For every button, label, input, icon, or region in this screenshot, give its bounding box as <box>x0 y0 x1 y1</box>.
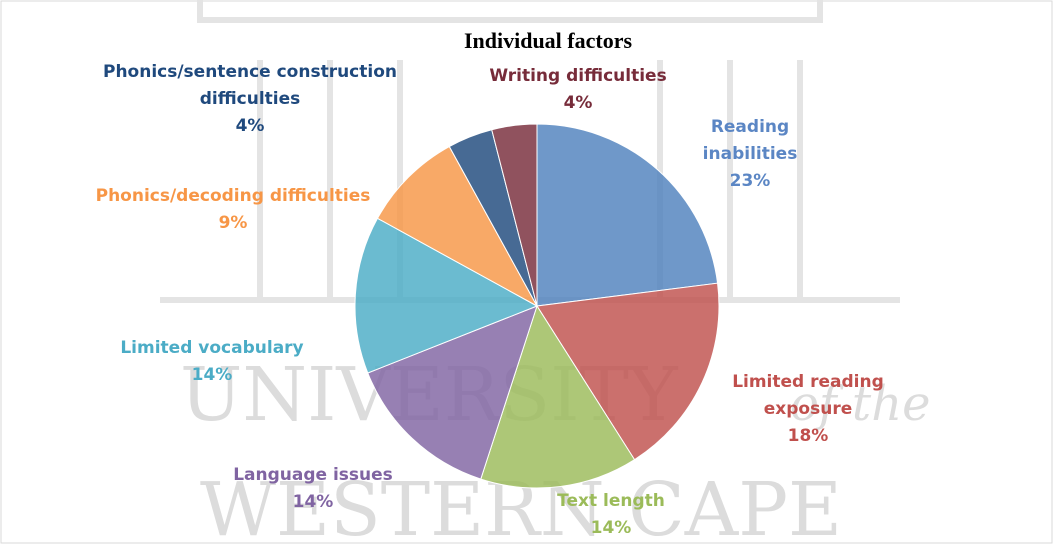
category-label: Phonics/sentence construction difficulti… <box>102 62 397 109</box>
slice-label: Language issues 14% <box>228 462 398 516</box>
value-label: 14% <box>292 492 334 512</box>
slice-label: Phonics/sentence construction difficulti… <box>70 59 430 140</box>
value-label: 18% <box>787 426 829 446</box>
value-label: 23% <box>729 171 771 191</box>
pie-slice <box>480 304 636 489</box>
category-label: Limited reading exposure <box>732 372 884 419</box>
slice-label: Limited reading exposure 18% <box>713 369 903 450</box>
pie-slice <box>376 145 539 308</box>
category-label: Text length <box>557 491 665 511</box>
pie-slice <box>491 123 538 307</box>
slice-label: Text length 14% <box>541 488 681 542</box>
category-label: Language issues <box>233 465 393 485</box>
value-label: 4% <box>235 116 265 136</box>
category-label: Limited vocabulary <box>120 338 304 358</box>
watermark-text: of the <box>790 376 931 432</box>
category-label: Reading inabilities <box>702 117 798 164</box>
value-label: 14% <box>590 518 632 538</box>
pie-slice <box>354 217 539 374</box>
category-label: Writing difficulties <box>489 66 667 86</box>
slice-label: Phonics/decoding difficulties 9% <box>68 183 398 237</box>
pie <box>354 123 720 489</box>
slice-label: Writing difficulties 4% <box>478 63 678 117</box>
value-label: 4% <box>563 93 593 113</box>
category-label: Phonics/decoding difficulties <box>95 186 371 206</box>
pie-slice <box>536 123 719 307</box>
chart-title: Individual factors <box>464 28 633 53</box>
value-label: 9% <box>218 213 248 233</box>
pie-slice <box>367 305 538 480</box>
slice-label: Reading inabilities 23% <box>690 114 810 195</box>
pie-slice <box>536 282 720 461</box>
value-label: 14% <box>191 365 233 385</box>
slice-label: Limited vocabulary 14% <box>97 335 327 389</box>
